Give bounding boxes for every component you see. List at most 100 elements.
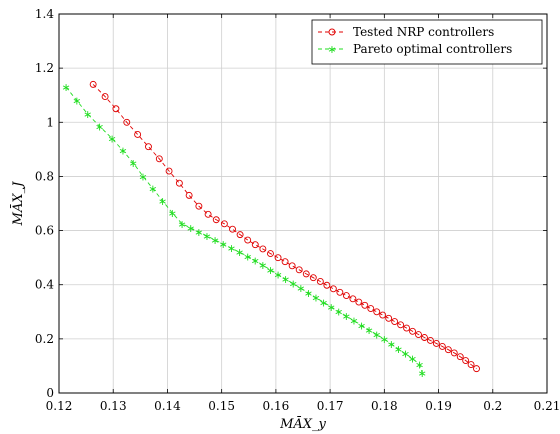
legend-entry-tested: Tested NRP controllers xyxy=(318,25,494,39)
data-point-tested xyxy=(101,93,109,101)
data-point-pareto: ∗ xyxy=(365,324,374,337)
data-point-tested xyxy=(309,274,317,282)
grid xyxy=(58,13,548,394)
x-tick-label: 0.17 xyxy=(317,399,344,413)
data-point-tested xyxy=(329,285,337,293)
data-point-tested xyxy=(89,80,97,88)
x-tick-label: 0.19 xyxy=(425,399,452,413)
data-point-pareto: ∗ xyxy=(148,183,157,196)
data-point-pareto: ∗ xyxy=(95,120,104,133)
data-point-tested xyxy=(267,250,274,258)
data-point-pareto: ∗ xyxy=(304,287,313,300)
legend-marker-tested xyxy=(328,28,336,36)
data-point-tested xyxy=(462,357,470,364)
legend-label-tested: Tested NRP controllers xyxy=(353,25,494,39)
data-point-tested xyxy=(204,210,212,218)
series-line-0 xyxy=(92,84,477,369)
data-point-pareto: ∗ xyxy=(138,170,147,183)
data-point-pareto: ∗ xyxy=(273,268,282,281)
data-point-tested xyxy=(195,202,203,210)
data-point-tested xyxy=(274,254,282,262)
data-point-pareto: ∗ xyxy=(319,296,328,309)
data-point-tested xyxy=(391,318,399,325)
data-point-tested xyxy=(426,337,434,344)
data-point-tested xyxy=(244,236,252,244)
y-axis-label: MĀX_J xyxy=(10,181,26,226)
data-point-pareto: ∗ xyxy=(334,306,343,319)
data-point-pareto: ∗ xyxy=(177,218,186,231)
data-point-tested xyxy=(175,179,183,187)
data-point-tested xyxy=(379,311,387,319)
x-tick-label: 0.2 xyxy=(483,399,502,413)
data-point-tested xyxy=(316,278,324,285)
data-point-tested xyxy=(336,288,344,296)
data-point-tested xyxy=(288,262,296,270)
data-point-pareto: ∗ xyxy=(118,145,127,158)
data-point-tested xyxy=(421,334,428,341)
data-point-pareto: ∗ xyxy=(327,301,336,314)
y-tick-label: 1.2 xyxy=(35,61,54,75)
x-tick-label: 0.21 xyxy=(534,399,560,413)
data-point-pareto: ∗ xyxy=(219,238,228,251)
data-point-pareto: ∗ xyxy=(380,333,389,346)
data-point-tested xyxy=(409,327,416,335)
data-point-tested xyxy=(415,331,422,338)
y-tick-labels: 0 0.2 0.4 0.6 0.8 1 1.2 1.4 xyxy=(35,7,54,400)
data-point-pareto: ∗ xyxy=(211,234,220,247)
data-point-pareto: ∗ xyxy=(61,81,70,94)
data-point-tested xyxy=(361,301,369,309)
data-point-pareto: ∗ xyxy=(83,108,92,121)
data-point-pareto: ∗ xyxy=(108,133,117,146)
data-point-tested xyxy=(373,308,381,316)
x-tick-label: 0.14 xyxy=(154,399,181,413)
data-point-tested xyxy=(456,353,464,361)
data-point-tested xyxy=(236,231,244,239)
data-point-pareto: ∗ xyxy=(372,329,381,342)
legend-marker-pareto: ∗ xyxy=(327,43,336,56)
data-point-tested xyxy=(112,105,120,113)
data-point-pareto: ∗ xyxy=(251,254,260,267)
x-tick-labels: 0.12 0.13 0.14 0.15 0.16 0.17 0.18 0.19 0.2 0.21 xyxy=(46,399,560,413)
x-tick-label: 0.15 xyxy=(208,399,235,413)
data-point-tested xyxy=(323,281,331,289)
series-line-1 xyxy=(65,86,423,374)
legend: Tested NRP controllers ∗ Pareto optimal … xyxy=(311,19,543,65)
data-point-pareto: ∗ xyxy=(158,195,167,208)
data-point-pareto: ∗ xyxy=(258,259,267,272)
data-point-pareto: ∗ xyxy=(194,226,203,239)
data-point-tested xyxy=(349,295,357,303)
data-point-tested xyxy=(367,305,375,312)
data-point-pareto: ∗ xyxy=(311,292,320,305)
data-point-pareto: ∗ xyxy=(243,250,252,263)
data-point-pareto: ∗ xyxy=(401,348,410,361)
data-point-tested xyxy=(355,298,363,306)
data-point-pareto: ∗ xyxy=(289,278,298,291)
x-axis-label: MĀX_y xyxy=(279,416,326,432)
data-point-pareto: ∗ xyxy=(387,338,396,351)
data-point-tested xyxy=(134,131,142,138)
data-point-tested xyxy=(450,349,458,357)
y-tick-label: 0.8 xyxy=(35,169,54,183)
data-point-tested xyxy=(123,118,131,126)
series-area: ∗∗∗∗∗∗∗∗∗∗∗∗ ∗∗∗∗∗∗∗∗∗∗∗∗∗∗∗∗∗∗∗∗∗∗∗∗∗∗∗∗… xyxy=(61,80,480,380)
data-point-pareto: ∗ xyxy=(408,353,417,366)
data-point-tested xyxy=(165,167,173,175)
data-point-tested xyxy=(229,225,236,233)
y-tick-label: 1 xyxy=(46,115,54,129)
y-tick-label: 1.4 xyxy=(35,7,54,21)
data-point-tested xyxy=(397,321,405,329)
data-point-pareto: ∗ xyxy=(266,264,275,277)
y-tick-label: 0.2 xyxy=(35,332,54,346)
x-tick-label: 0.13 xyxy=(100,399,127,413)
legend-label-pareto: Pareto optimal controllers xyxy=(353,42,512,56)
data-point-tested xyxy=(438,342,446,350)
data-point-pareto: ∗ xyxy=(349,315,358,328)
data-point-pareto: ∗ xyxy=(296,282,305,295)
data-point-pareto: ∗ xyxy=(342,310,351,323)
data-point-tested xyxy=(473,365,480,373)
data-point-pareto: ∗ xyxy=(357,319,366,332)
data-point-pareto: ∗ xyxy=(186,222,195,235)
data-point-pareto: ∗ xyxy=(394,343,403,356)
data-point-pareto: ∗ xyxy=(72,95,81,108)
